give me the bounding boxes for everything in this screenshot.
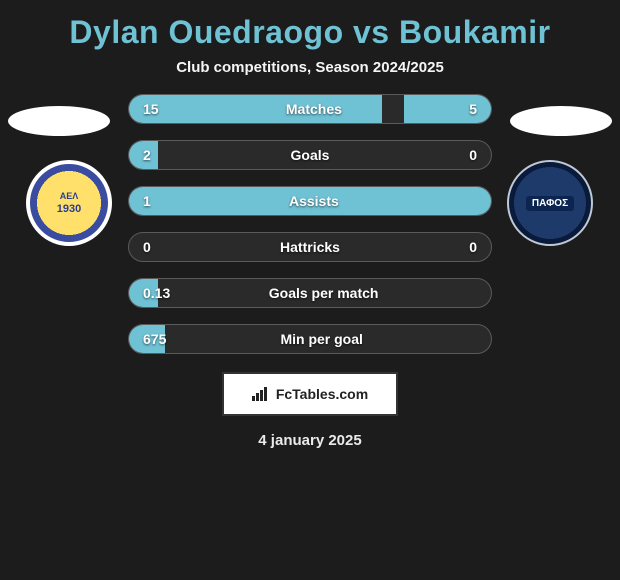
stat-value-left: 2 [129,147,151,163]
stat-bar: 1Assists [128,186,492,216]
player-right-ellipse [510,106,612,136]
chart-icon [252,387,270,401]
stat-value-left: 1 [129,193,151,209]
team-badge-left: ΑΕΛ 1930 [26,160,112,246]
team-badge-left-year: 1930 [57,203,81,215]
stat-value-left: 0.13 [129,285,170,301]
stat-value-right: 0 [469,147,491,163]
page-title: Dylan Ouedraogo vs Boukamir [0,0,620,59]
stat-label: Min per goal [166,331,477,347]
stat-bars: 15Matches52Goals01Assists0Hattricks00.13… [128,94,492,354]
stat-bar: 0Hattricks0 [128,232,492,262]
branding-text: FcTables.com [276,386,368,402]
stat-label: Matches [159,101,470,117]
stat-value-right: 5 [469,101,491,117]
stat-bar: 15Matches5 [128,94,492,124]
date-text: 4 january 2025 [0,432,620,449]
stat-label: Assists [151,193,477,209]
stat-bar: 675Min per goal [128,324,492,354]
stat-value-left: 675 [129,331,166,347]
team-badge-left-text: ΑΕΛ [57,191,81,201]
stat-label: Goals [151,147,469,163]
branding-badge[interactable]: FcTables.com [222,372,398,416]
stat-value-right: 0 [469,239,491,255]
stat-bar: 2Goals0 [128,140,492,170]
team-badge-right-text: ΠΑΦΟΣ [526,196,574,211]
stat-value-left: 15 [129,101,159,117]
comparison-area: ΑΕΛ 1930 ΠΑΦΟΣ 15Matches52Goals01Assists… [0,94,620,354]
stat-bar: 0.13Goals per match [128,278,492,308]
subtitle: Club competitions, Season 2024/2025 [0,59,620,94]
stat-label: Goals per match [170,285,477,301]
stat-label: Hattricks [151,239,469,255]
player-left-ellipse [8,106,110,136]
stat-value-left: 0 [129,239,151,255]
team-badge-right: ΠΑΦΟΣ [507,160,593,246]
